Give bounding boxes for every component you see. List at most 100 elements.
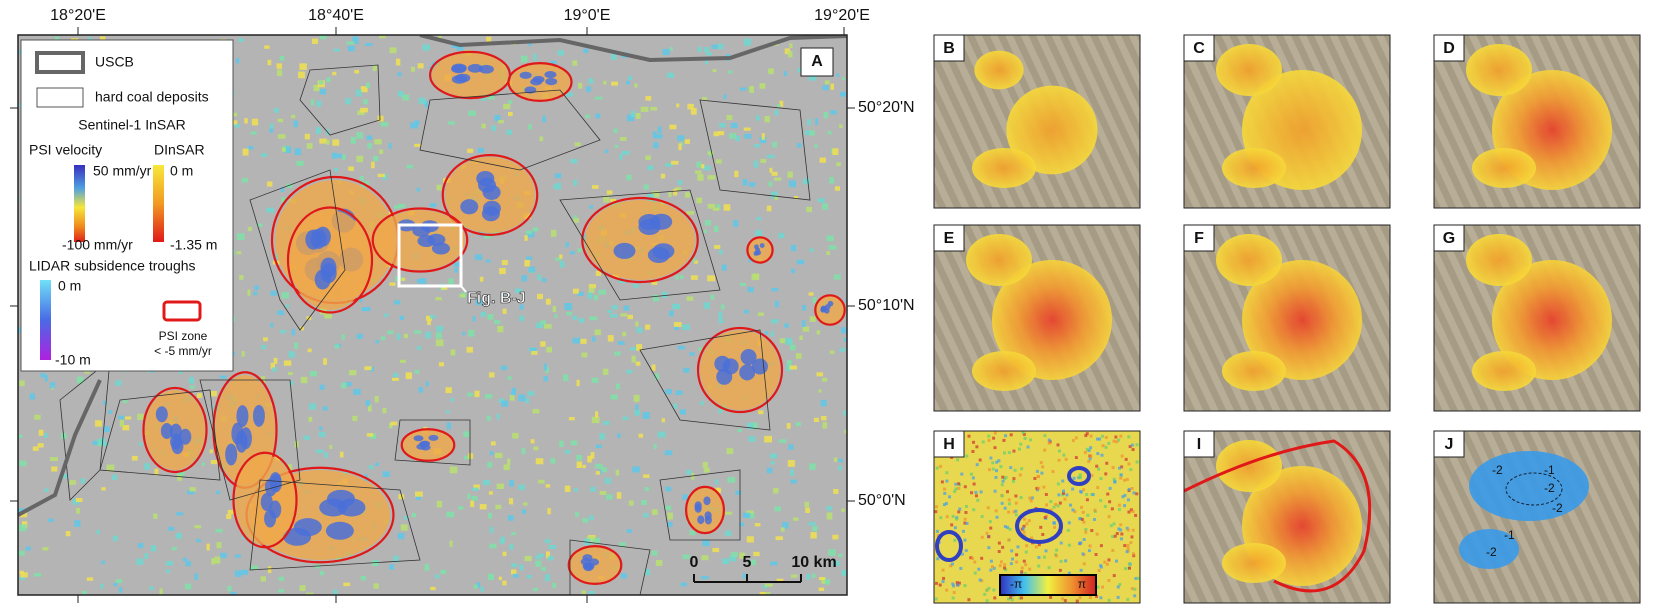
interferogram-speckle xyxy=(1079,568,1083,572)
interferogram-speckle xyxy=(999,465,1003,469)
psi-point xyxy=(718,408,722,414)
psi-point xyxy=(486,36,492,43)
psi-point xyxy=(836,73,840,77)
legend-text: PSI zone xyxy=(159,329,208,343)
psi-point xyxy=(604,477,611,484)
psi-point xyxy=(701,576,709,580)
psi-point xyxy=(806,573,811,580)
interferogram-speckle xyxy=(1121,495,1125,499)
psi-point xyxy=(495,504,502,510)
psi-point xyxy=(598,470,602,474)
psi-point xyxy=(586,536,594,540)
trough-core xyxy=(293,518,322,537)
psi-point xyxy=(664,450,673,456)
psi-point xyxy=(707,203,715,209)
psi-point xyxy=(657,126,662,134)
psi-point xyxy=(718,311,723,319)
interferogram-speckle xyxy=(1014,494,1018,498)
interferogram-speckle xyxy=(1056,504,1060,508)
psi-point xyxy=(844,429,847,434)
psi-point xyxy=(289,380,294,386)
interferogram-speckle xyxy=(1099,544,1103,548)
psi-point xyxy=(254,285,259,291)
psi-point xyxy=(675,187,682,191)
psi-point xyxy=(256,223,263,227)
interferogram-speckle xyxy=(951,596,955,600)
psi-point xyxy=(766,467,773,474)
interferogram-speckle xyxy=(1057,493,1061,497)
psi-point xyxy=(367,143,373,149)
psi-point xyxy=(717,131,725,136)
psi-point xyxy=(784,48,791,55)
interferogram-speckle xyxy=(1041,465,1045,469)
psi-point xyxy=(487,93,495,100)
psi-point xyxy=(544,539,551,544)
psi-point xyxy=(100,583,104,589)
interferogram-speckle xyxy=(1119,434,1123,438)
psi-point xyxy=(678,143,682,151)
panel-label-box xyxy=(1433,224,1465,252)
psi-point xyxy=(792,517,799,521)
interferogram-speckle xyxy=(1049,595,1053,599)
interferogram-speckle xyxy=(1088,596,1092,600)
psi-point xyxy=(501,400,509,407)
psi-point xyxy=(377,173,385,178)
psi-point xyxy=(291,328,296,336)
interferogram-speckle xyxy=(1071,439,1075,443)
psi-point xyxy=(312,38,318,44)
psi-point xyxy=(662,48,670,56)
psi-point xyxy=(609,198,617,203)
psi-zone xyxy=(142,386,208,474)
psi-point xyxy=(545,484,551,488)
interferogram-speckle xyxy=(1074,456,1078,460)
legend-heading: Sentinel-1 InSAR xyxy=(78,117,185,133)
psi-point xyxy=(572,337,581,344)
panel-frame xyxy=(933,430,1141,604)
psi-point xyxy=(535,560,542,567)
psi-point xyxy=(388,143,392,149)
interferogram-speckle xyxy=(1085,447,1089,451)
deformation xyxy=(992,260,1112,380)
interferogram-speckle xyxy=(969,472,973,476)
interferogram-speckle xyxy=(1020,570,1024,574)
interferogram-speckle xyxy=(1115,559,1119,563)
psi-point xyxy=(261,345,267,350)
psi-point xyxy=(537,274,542,281)
psi-point xyxy=(188,376,195,384)
psi-point xyxy=(350,136,356,144)
psi-point xyxy=(335,153,343,158)
psi-point xyxy=(816,330,821,335)
interferogram-speckle xyxy=(1020,467,1024,471)
psi-point xyxy=(316,100,322,107)
psi-point xyxy=(780,527,785,532)
psi-point xyxy=(326,77,331,83)
psi-point xyxy=(44,374,48,382)
psi-point xyxy=(122,425,130,431)
coal-deposit xyxy=(299,64,381,136)
interferogram-speckle xyxy=(1120,537,1124,541)
psi-point xyxy=(234,570,242,577)
psi-point xyxy=(393,373,399,378)
psi-point xyxy=(570,440,578,446)
psi-point xyxy=(430,586,436,591)
psi-point xyxy=(210,390,217,397)
psi-point xyxy=(661,291,668,298)
interferogram-speckle xyxy=(1135,443,1139,447)
psi-point xyxy=(690,275,698,280)
psi-point xyxy=(176,512,184,516)
psi-point xyxy=(319,571,325,576)
psi-point xyxy=(219,375,227,379)
interferogram-speckle xyxy=(1018,473,1022,477)
psi-point xyxy=(550,229,557,237)
psi-point xyxy=(599,433,605,440)
interferogram-speckle xyxy=(995,460,999,464)
interferogram-speckle xyxy=(1127,435,1131,439)
interferogram-speckle xyxy=(1069,503,1073,507)
interferogram-speckle xyxy=(1041,532,1045,536)
psi-point xyxy=(722,558,730,565)
interferogram-speckle xyxy=(989,568,993,572)
psi-point xyxy=(832,560,840,566)
psi-point xyxy=(339,451,344,458)
psi-point xyxy=(360,107,368,113)
lon-label: 18°40'E xyxy=(308,7,364,24)
